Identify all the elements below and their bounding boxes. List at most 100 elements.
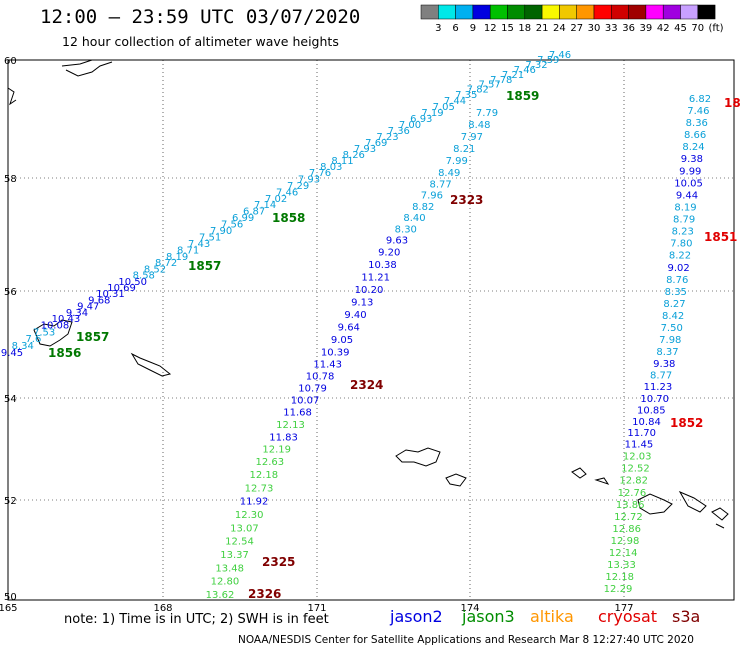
color-swatch bbox=[559, 4, 577, 20]
wave-height-value: 12.98 bbox=[611, 536, 640, 547]
color-swatch bbox=[438, 4, 456, 20]
lat-label: 56 bbox=[4, 287, 17, 298]
wave-height-value: 10.70 bbox=[640, 394, 669, 405]
wave-height-value: 10.78 bbox=[306, 371, 335, 382]
color-scale-label: 18 bbox=[518, 23, 531, 34]
wave-height-value: 8.19 bbox=[166, 252, 188, 263]
wave-height-value: 9.63 bbox=[386, 236, 408, 247]
wave-height-value: 9.68 bbox=[88, 295, 110, 306]
wave-height-value: 13.62 bbox=[206, 590, 235, 601]
wave-height-value: 10.31 bbox=[96, 289, 125, 300]
wave-height-value: 11.23 bbox=[644, 382, 673, 393]
color-swatch bbox=[680, 4, 699, 20]
wave-height-value: 7.69 bbox=[365, 138, 387, 149]
wave-height-value: 13.86 bbox=[616, 500, 645, 511]
pass-time-labels: 1856 1857 1857 1858 1859 2323 2324 2325 2326 1851… bbox=[48, 89, 740, 601]
wave-height-value: 7.46 bbox=[514, 65, 536, 76]
wave-height-value: 7.93 bbox=[354, 144, 376, 155]
wave-height-value: 8.42 bbox=[662, 311, 684, 322]
wave-height-value: 7.6 bbox=[25, 334, 41, 345]
wave-height-value: 7.78 bbox=[490, 75, 512, 86]
wave-height-value: 7.82 bbox=[467, 85, 489, 96]
wave-height-value: 10.39 bbox=[321, 347, 350, 358]
wave-height-value: 6.82 bbox=[689, 94, 711, 105]
lat-label: 58 bbox=[4, 174, 17, 185]
coastline bbox=[7, 59, 729, 529]
wave-height-value: 8.30 bbox=[395, 224, 417, 235]
pass-time-label: 2323 bbox=[450, 193, 483, 207]
color-swatch bbox=[611, 4, 629, 20]
wave-height-value: 13.48 bbox=[215, 563, 244, 574]
pass-time-label: 1858 bbox=[272, 211, 305, 225]
wave-height-value: 7.80 bbox=[670, 239, 692, 250]
footer-note: note: 1) Time is in UTC; 2) SWH is in fe… bbox=[64, 612, 329, 627]
color-scale-label: 70 bbox=[691, 23, 704, 34]
wave-height-value: 10.05 bbox=[674, 178, 703, 189]
wave-height-value: 12.86 bbox=[612, 524, 641, 535]
wave-height-value: 8.34 bbox=[12, 341, 34, 352]
wave-height-value: 7.46 bbox=[687, 106, 709, 117]
wave-height-value: 8.26 bbox=[343, 150, 365, 161]
wave-height-value: 7.56 bbox=[221, 220, 243, 231]
lat-label: 54 bbox=[4, 394, 17, 405]
wave-height-value: 8.21 bbox=[453, 144, 475, 155]
color-scale-label: 30 bbox=[588, 23, 601, 34]
wave-height-value: 8.72 bbox=[155, 258, 177, 269]
pass-time-label: 1859 bbox=[506, 89, 539, 103]
wave-height-value: 7.53 bbox=[33, 327, 55, 338]
wave-height-value: 11.43 bbox=[313, 359, 342, 370]
wave-height-value: 8.58 bbox=[133, 271, 155, 282]
color-scale-label: 9 bbox=[470, 23, 476, 34]
pass-time-label: 2324 bbox=[350, 378, 383, 392]
wave-height-value: 13.07 bbox=[230, 523, 259, 534]
wave-height-value: 8.37 bbox=[656, 347, 678, 358]
wave-height-value: 10.69 bbox=[107, 283, 136, 294]
wave-height-value: 7.14 bbox=[254, 200, 276, 211]
wave-height-value: 8.52 bbox=[144, 264, 166, 275]
wave-height-value: 7.93 bbox=[298, 174, 320, 185]
wave-height-value: 10.20 bbox=[355, 285, 384, 296]
wave-height-value: 10.08 bbox=[41, 320, 70, 331]
pass-time-label: 1857 bbox=[188, 259, 221, 273]
color-swatch bbox=[524, 4, 543, 20]
color-scale-label: 15 bbox=[501, 23, 514, 34]
wave-height-value: 7.79 bbox=[476, 108, 498, 119]
color-swatch bbox=[455, 4, 474, 20]
color-scale-label: 33 bbox=[605, 23, 618, 34]
wave-height-value: 7.46 bbox=[276, 187, 298, 198]
wave-height-value: 9.99 bbox=[679, 166, 701, 177]
wave-height-value: 8.11 bbox=[331, 156, 353, 167]
wave-height-value: 12.82 bbox=[619, 476, 648, 487]
wave-height-value: 12.80 bbox=[211, 577, 240, 588]
wave-height-value: 7.46 bbox=[549, 50, 571, 61]
wave-height-value: 11.92 bbox=[240, 497, 269, 508]
wave-height-value: 7.21 bbox=[502, 70, 524, 81]
wave-height-value: 8.27 bbox=[663, 299, 685, 310]
wave-height-value: 9.34 bbox=[66, 308, 88, 319]
wave-height-value: 8.77 bbox=[429, 180, 451, 191]
wave-height-value: 12.73 bbox=[245, 483, 274, 494]
wave-height-value: 8.19 bbox=[674, 202, 696, 213]
wave-height-value: 9.64 bbox=[338, 322, 360, 333]
wave-height-value: 11.45 bbox=[625, 440, 654, 451]
wave-height-value: 7.76 bbox=[309, 168, 331, 179]
legend-altika: altika bbox=[530, 607, 574, 626]
wave-height-value: 7.99 bbox=[446, 156, 468, 167]
wave-height-value: 8.77 bbox=[650, 371, 672, 382]
wave-height-value: 10.38 bbox=[368, 260, 397, 271]
credit-line: NOAA/NESDIS Center for Satellite Applica… bbox=[238, 634, 694, 646]
pass-time-label: 1851 bbox=[704, 230, 737, 244]
wave-height-value: 9.45 bbox=[1, 348, 23, 359]
wave-height-value: 9.38 bbox=[653, 359, 675, 370]
color-swatch bbox=[472, 4, 491, 20]
wave-height-value: 9.38 bbox=[681, 154, 703, 165]
wave-height-value: 7.51 bbox=[199, 233, 221, 244]
wave-height-value: 7.43 bbox=[188, 239, 210, 250]
wave-height-value: 8.40 bbox=[403, 213, 425, 224]
map-title: 12:00 – 23:59 UTC 03/07/2020 bbox=[40, 6, 361, 28]
pass-time-label: 1856 bbox=[48, 346, 81, 360]
wave-height-value: 8.36 bbox=[686, 118, 708, 129]
wave-height-value: 7.32 bbox=[525, 60, 547, 71]
wave-height-value: 10.85 bbox=[637, 406, 666, 417]
